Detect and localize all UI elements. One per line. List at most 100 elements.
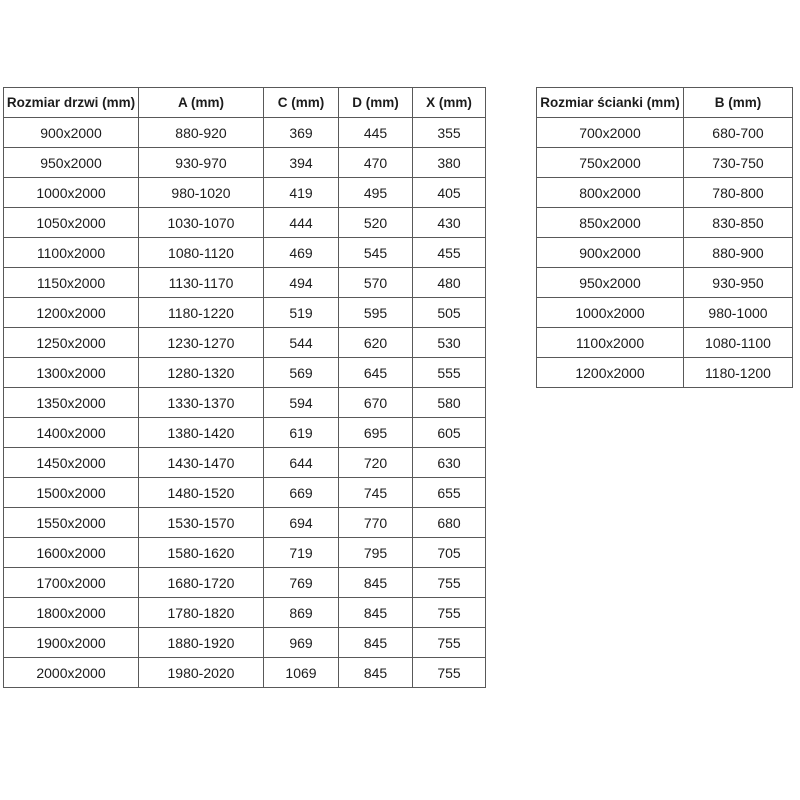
table-cell: 444 — [263, 207, 339, 238]
table-row: 1300x2000 1280-1320 569 645 555 — [3, 357, 486, 388]
column-header: Rozmiar ścianki (mm) — [536, 87, 684, 118]
table-cell: 1550x2000 — [3, 507, 139, 538]
table-cell: 1480-1520 — [138, 477, 264, 508]
table-cell: 1680-1720 — [138, 567, 264, 598]
table-cell: 1380-1420 — [138, 417, 264, 448]
table-cell: 519 — [263, 297, 339, 328]
table-cell: 900x2000 — [536, 237, 684, 268]
table-cell: 1430-1470 — [138, 447, 264, 478]
table-row: 1800x2000 1780-1820 869 845 755 — [3, 597, 486, 628]
wall-size-table: Rozmiar ścianki (mm) B (mm) 700x2000 680-7… — [536, 87, 793, 388]
table-cell: 930-970 — [138, 147, 264, 178]
table-row: 1000x2000 980-1020 419 495 405 — [3, 177, 486, 208]
table-row: 700x2000 680-700 — [536, 117, 793, 148]
table-row: 1400x2000 1380-1420 619 695 605 — [3, 417, 486, 448]
table-cell: 705 — [412, 537, 486, 568]
table-row: 1350x2000 1330-1370 594 670 580 — [3, 387, 486, 418]
table-cell: 900x2000 — [3, 117, 139, 148]
table-cell: 1580-1620 — [138, 537, 264, 568]
table-cell: 545 — [338, 237, 413, 268]
table-row: 750x2000 730-750 — [536, 147, 793, 178]
table-row: 1150x2000 1130-1170 494 570 480 — [3, 267, 486, 298]
column-header: D (mm) — [338, 87, 413, 118]
table-cell: 630 — [412, 447, 486, 478]
table-cell: 1330-1370 — [138, 387, 264, 418]
table-row: 1000x2000 980-1000 — [536, 297, 793, 328]
table-cell: 795 — [338, 537, 413, 568]
table-cell: 505 — [412, 297, 486, 328]
table-cell: 469 — [263, 237, 339, 268]
table-cell: 755 — [412, 567, 486, 598]
table-cell: 1280-1320 — [138, 357, 264, 388]
table-cell: 1130-1170 — [138, 267, 264, 298]
table-cell: 495 — [338, 177, 413, 208]
table-cell: 1400x2000 — [3, 417, 139, 448]
table-cell: 644 — [263, 447, 339, 478]
table-cell: 369 — [263, 117, 339, 148]
table-cell: 869 — [263, 597, 339, 628]
table-cell: 880-900 — [683, 237, 793, 268]
table-cell: 1700x2000 — [3, 567, 139, 598]
table-cell: 1069 — [263, 657, 339, 688]
table-cell: 1600x2000 — [3, 537, 139, 568]
table-cell: 720 — [338, 447, 413, 478]
table-row: 1900x2000 1880-1920 969 845 755 — [3, 627, 486, 658]
table-cell: 655 — [412, 477, 486, 508]
table-cell: 645 — [338, 357, 413, 388]
column-header: C (mm) — [263, 87, 339, 118]
table-cell: 694 — [263, 507, 339, 538]
table-cell: 845 — [338, 567, 413, 598]
table-cell: 680 — [412, 507, 486, 538]
table-cell: 355 — [412, 117, 486, 148]
table-cell: 770 — [338, 507, 413, 538]
table-cell: 1100x2000 — [536, 327, 684, 358]
table-row: 1250x2000 1230-1270 544 620 530 — [3, 327, 486, 358]
table-cell: 830-850 — [683, 207, 793, 238]
table-cell: 950x2000 — [3, 147, 139, 178]
table-row: 1200x2000 1180-1220 519 595 505 — [3, 297, 486, 328]
table-row: 1100x2000 1080-1120 469 545 455 — [3, 237, 486, 268]
table-cell: 1350x2000 — [3, 387, 139, 418]
column-header: B (mm) — [683, 87, 793, 118]
table-cell: 730-750 — [683, 147, 793, 178]
table-cell: 419 — [263, 177, 339, 208]
table-cell: 700x2000 — [536, 117, 684, 148]
table-cell: 430 — [412, 207, 486, 238]
table-cell: 445 — [338, 117, 413, 148]
table-cell: 719 — [263, 537, 339, 568]
column-header: A (mm) — [138, 87, 264, 118]
table-cell: 2000x2000 — [3, 657, 139, 688]
table-cell: 800x2000 — [536, 177, 684, 208]
table-cell: 930-950 — [683, 267, 793, 298]
table-row: 1550x2000 1530-1570 694 770 680 — [3, 507, 486, 538]
door-table-header-row: Rozmiar drzwi (mm) A (mm) C (mm) D (mm) X (m… — [3, 87, 486, 118]
table-row: 950x2000 930-970 394 470 380 — [3, 147, 486, 178]
table-cell: 530 — [412, 327, 486, 358]
table-cell: 1300x2000 — [3, 357, 139, 388]
table-cell: 594 — [263, 387, 339, 418]
table-cell: 1250x2000 — [3, 327, 139, 358]
table-cell: 605 — [412, 417, 486, 448]
table-cell: 1900x2000 — [3, 627, 139, 658]
table-cell: 1180-1200 — [683, 357, 793, 388]
table-cell: 969 — [263, 627, 339, 658]
table-cell: 480 — [412, 267, 486, 298]
table-row: 1050x2000 1030-1070 444 520 430 — [3, 207, 486, 238]
table-cell: 470 — [338, 147, 413, 178]
table-cell: 1450x2000 — [3, 447, 139, 478]
table-cell: 980-1020 — [138, 177, 264, 208]
table-cell: 620 — [338, 327, 413, 358]
table-cell: 1530-1570 — [138, 507, 264, 538]
table-cell: 695 — [338, 417, 413, 448]
door-size-table: Rozmiar drzwi (mm) A (mm) C (mm) D (mm) X (m… — [3, 87, 486, 688]
column-header: Rozmiar drzwi (mm) — [3, 87, 139, 118]
table-cell: 1030-1070 — [138, 207, 264, 238]
table-row: 800x2000 780-800 — [536, 177, 793, 208]
table-row: 1450x2000 1430-1470 644 720 630 — [3, 447, 486, 478]
table-row: 900x2000 880-920 369 445 355 — [3, 117, 486, 148]
wall-table-header-row: Rozmiar ścianki (mm) B (mm) — [536, 87, 793, 118]
table-cell: 1050x2000 — [3, 207, 139, 238]
table-cell: 670 — [338, 387, 413, 418]
table-cell: 669 — [263, 477, 339, 508]
table-cell: 455 — [412, 237, 486, 268]
